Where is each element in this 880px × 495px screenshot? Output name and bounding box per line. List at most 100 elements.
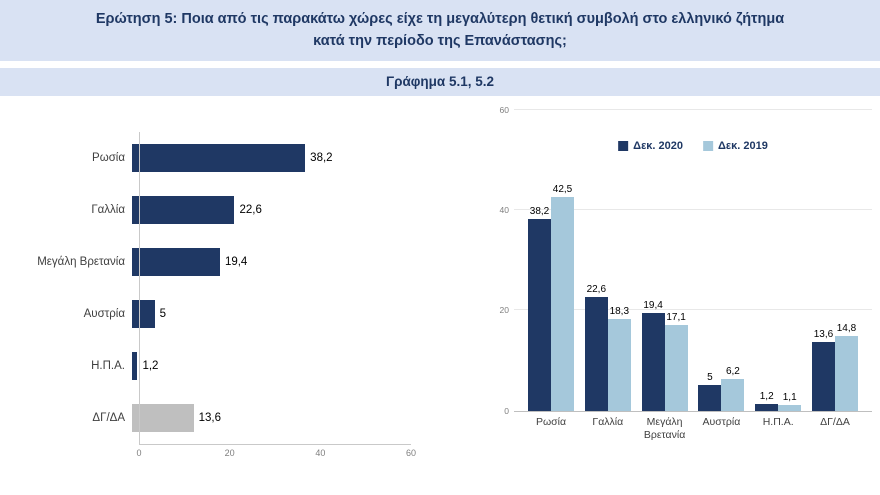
bar: [528, 218, 551, 411]
bar-group: 19,4 17,1 Μεγάλη Βρετανία: [641, 110, 688, 441]
hbar-rows: Ρωσία 38,2 Γαλλία 22,6 Μεγάλη Βρετανία 19,4 Αυ…: [30, 132, 462, 444]
value-label: 22,6: [239, 203, 262, 216]
legend: Δεκ. 2020 Δεκ. 2019: [618, 140, 768, 152]
bar-track: 1,2: [132, 351, 404, 380]
value-label: 1,1: [782, 391, 797, 403]
value-label: 1,2: [142, 359, 159, 372]
x-tick-label: 40: [315, 447, 326, 458]
bar-group: 5 6,2 Αυστρία: [698, 110, 745, 428]
x-tick-label: 0: [136, 447, 142, 458]
bar-group: 13,6 14,8 ΔΓ/ΔΑ: [811, 110, 858, 428]
bar-column: 38,2: [528, 110, 551, 411]
value-label: 22,6: [586, 284, 607, 296]
legend-swatch: [703, 140, 713, 151]
question-title: Ερώτηση 5: Ποια από τις παρακάτω χώρες ε…: [95, 11, 785, 49]
x-tick-label: 60: [405, 447, 417, 458]
bar: [698, 385, 722, 411]
gridline: [514, 309, 872, 311]
bar: [132, 195, 235, 224]
y-tick-label: 20: [499, 305, 509, 316]
bar-group: 1,2 1,1 Η.Π.Α.: [755, 110, 802, 428]
value-label: 42,5: [552, 184, 573, 196]
hbar-x-axis: 0 20 40 60: [136, 443, 416, 460]
value-label: 6,2: [725, 366, 740, 378]
gridline: [514, 208, 872, 210]
value-label: 19,4: [643, 300, 663, 312]
legend-item: Δεκ. 2019: [703, 140, 768, 152]
category-label: Αυστρία: [83, 307, 125, 320]
value-label: 38,2: [529, 205, 550, 217]
bar-track: 22,6: [132, 195, 404, 224]
bar: [778, 404, 802, 411]
bar: [811, 342, 835, 411]
horizontal-bar-chart: Ρωσία 38,2 Γαλλία 22,6 Μεγάλη Βρετανία 19,4 Αυ…: [0, 104, 462, 460]
bar: [132, 351, 138, 380]
legend-label: Δεκ. 2019: [718, 139, 768, 152]
hbar-row: Ρωσία 38,2: [30, 132, 462, 184]
bar: [132, 299, 155, 328]
gridline: [514, 108, 872, 110]
grouped-bar-chart: Δεκ. 2020 Δεκ. 2019 0 20 40 60 38,2 42,5 Ρωσία 2…: [492, 104, 880, 460]
bar-track: 19,4: [132, 247, 404, 276]
chart-caption-banner: Γράφημα 5.1, 5.2: [0, 67, 880, 96]
bar-column: 5: [698, 110, 722, 411]
category-label: Γαλλία: [592, 415, 624, 428]
bar: [132, 247, 220, 276]
bar: [664, 324, 688, 411]
bar: [834, 336, 858, 411]
hbar-row: Η.Π.Α. 1,2: [30, 340, 462, 392]
category-label: ΔΓ/ΔΑ: [820, 415, 850, 428]
hbar-row: Αυστρία 5: [30, 288, 462, 340]
bar: [755, 404, 779, 411]
bar-group: 38,2 42,5 Ρωσία: [528, 110, 574, 428]
bar-column: 14,8: [834, 110, 858, 411]
value-label: 19,4: [224, 255, 248, 268]
bar: [132, 403, 194, 432]
value-label: 18,3: [609, 305, 630, 317]
category-label: Ρωσία: [92, 151, 125, 164]
bar: [584, 297, 608, 411]
y-tick-label: 60: [499, 104, 509, 115]
value-label: 1,2: [759, 391, 774, 403]
category-label: Η.Π.Α.: [762, 415, 794, 428]
value-label: 38,2: [310, 151, 333, 164]
bar-column: 17,1: [664, 110, 688, 411]
bar: [607, 318, 631, 411]
bar: [641, 313, 665, 411]
x-tick-label: 20: [224, 447, 235, 458]
hbar-y-axis-line: [139, 131, 140, 444]
question-banner: Ερώτηση 5: Ποια από τις παρακάτω χώρες ε…: [0, 0, 880, 61]
bar: [551, 197, 574, 411]
value-label: 17,1: [666, 311, 686, 323]
hbar-row: Γαλλία 22,6: [30, 184, 462, 236]
bar-column: 18,3: [607, 110, 631, 411]
charts-area: Ρωσία 38,2 Γαλλία 22,6 Μεγάλη Βρετανία 19,4 Αυ…: [0, 104, 880, 460]
hbar-row: ΔΓ/ΔΑ 13,6: [30, 392, 462, 444]
bar: [721, 379, 745, 411]
bar-column: 13,6: [811, 110, 835, 411]
legend-item: Δεκ. 2020: [618, 140, 683, 152]
legend-swatch: [618, 140, 629, 151]
bar-track: 5: [132, 299, 404, 328]
category-label: Αυστρία: [702, 415, 741, 428]
category-label: ΔΓ/ΔΑ: [92, 411, 125, 424]
y-tick-label: 40: [499, 204, 509, 215]
bar: [132, 143, 306, 172]
chart-caption: Γράφημα 5.1, 5.2: [385, 73, 494, 89]
category-label: Γαλλία: [91, 203, 125, 216]
category-label: Μεγάλη Βρετανία: [37, 255, 125, 268]
bar-column: 42,5: [551, 110, 574, 411]
vbar-plot: Δεκ. 2020 Δεκ. 2019 0 20 40 60 38,2 42,5 Ρωσία 2…: [500, 105, 872, 441]
value-label: 14,8: [836, 323, 857, 335]
bar-column: 1,2: [755, 110, 779, 411]
bar-track: 38,2: [132, 143, 404, 172]
y-tick-label: 0: [504, 405, 509, 416]
bar-column: 22,6: [584, 110, 608, 411]
value-label: 13,6: [198, 411, 222, 424]
bar-column: 19,4: [641, 110, 665, 411]
value-label: 5: [159, 307, 167, 320]
bar-column: 6,2: [721, 110, 745, 411]
hbar-row: Μεγάλη Βρετανία 19,4: [30, 236, 462, 288]
bar-group: 22,6 18,3 Γαλλία: [584, 110, 631, 428]
bar-column: 1,1: [778, 110, 802, 411]
